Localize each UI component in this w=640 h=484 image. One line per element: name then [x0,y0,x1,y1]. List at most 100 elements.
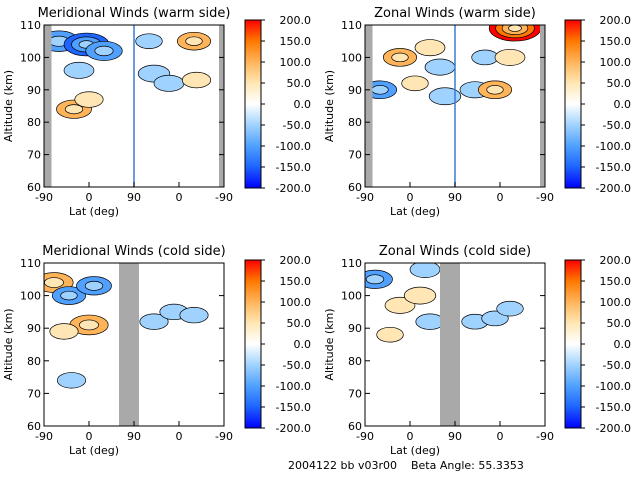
x-tick-label: -90 [536,191,554,204]
panel-1: Meridional Winds (warm side) 60 70 80 90 100 1… [2,6,233,218]
contour-blob-11-level-1 [508,25,522,32]
colorbar-tick-label: 50.0 [607,77,632,90]
x-tick-label: 90 [127,191,141,204]
y-tick-label: 110 [20,257,41,270]
contour-blob-8-level-1 [153,74,185,92]
colorbar-tick-label: 150.0 [280,35,312,48]
y-tick-label: 90 [27,322,41,335]
y-tick-label: 80 [27,355,41,368]
colorbar-tick-label: -200.0 [596,422,631,435]
footer-beta-value: 55.3353 [478,459,524,472]
x-tick-label: 0 [407,430,414,443]
plot-content [44,263,209,426]
footer-beta-label: Beta Angle: [410,459,475,472]
y-axis-label: Altitude (km) [323,70,336,142]
x-axis-label: Lat (deg) [390,444,440,457]
contour-blob-1-level-1 [44,277,64,288]
colorbar-tick-label: -50.0 [603,119,631,132]
colorbar-tick-label: 200.0 [600,254,632,267]
colorbar-2: 200.0 150.0 100.0 50.0 0.0 -50.0 -100.0 -150.0 -… [564,14,632,195]
contour-blob-6-level-1 [74,91,104,108]
x-tick-label: 90 [448,191,462,204]
x-tick-label: -90 [215,430,233,443]
contour-blob-3-level-1 [403,286,437,305]
gray-band-1 [119,263,139,426]
colorbar-tick-label: -200.0 [596,182,631,195]
y-tick-label: 60 [348,181,362,194]
colorbar-tick-label: 50.0 [287,317,312,330]
colorbar-tick-label: 50.0 [607,317,632,330]
y-tick-label: 110 [341,19,362,32]
colorbar-tick-label: -150.0 [276,161,311,174]
contour-blob-4-level-1 [428,87,462,106]
colorbar-tick-label: 200.0 [280,254,312,267]
chart-title: Zonal Winds (cold side) [379,244,531,259]
y-tick-label: 80 [27,116,41,129]
colorbar-tick-label: -100.0 [596,380,631,393]
contour-blob-10-level-1 [185,36,203,46]
colorbar-tick-label: 50.0 [287,77,312,90]
x-tick-label: -90 [356,430,374,443]
colorbar-tick-label: -150.0 [596,161,631,174]
chart-title: Meridional Winds (cold side) [42,244,225,259]
x-tick-label: 0 [176,191,183,204]
colorbar-tick-label: -50.0 [283,119,311,132]
x-axis-label: Lat (deg) [390,205,440,218]
panel-3: Meridional Winds (cold side) 60 70 80 90 100 1… [2,244,233,457]
plot-content [365,263,524,426]
colorbar-tick-label: 150.0 [600,275,632,288]
colorbar-tick-label: -200.0 [276,182,311,195]
contour-blob-4-level-1 [63,61,95,79]
x-tick-label: 0 [86,191,93,204]
colorbar-tick-label: 0.0 [294,338,312,351]
colorbar-3: 200.0 150.0 100.0 50.0 0.0 -50.0 -100.0 -150.0 -… [244,254,312,435]
colorbar-tick-label: -200.0 [276,422,311,435]
x-tick-label: -90 [356,191,374,204]
contour-blob-2-level-1 [414,39,446,57]
colorbar-tick-label: 0.0 [294,98,312,111]
x-tick-label: 0 [497,191,504,204]
contour-blob-5-level-1 [64,104,84,115]
y-tick-label: 70 [27,387,41,400]
y-tick-label: 70 [27,149,41,162]
colorbar-gradient [244,259,262,429]
colorbar-tick-label: 100.0 [600,56,632,69]
y-tick-label: 70 [348,387,362,400]
contour-blob-6-level-1 [415,313,445,330]
x-tick-label: 0 [497,430,504,443]
colorbar-tick-label: 0.0 [614,98,632,111]
x-tick-label: -90 [536,430,554,443]
x-tick-label: -90 [215,191,233,204]
contour-blob-1-level-1 [391,52,409,63]
contour-blob-2-level-1 [60,290,78,301]
y-tick-label: 90 [27,84,41,97]
contour-blob-1-level-1 [365,274,385,285]
gray-band-1 [365,25,373,187]
contour-blob-7-level-1 [139,313,169,330]
plot-content [365,25,545,187]
gray-band-1 [44,25,52,187]
plot-content [44,25,224,187]
contour-blob-3-level-1 [84,280,104,291]
footer-id: 2004122 bb v03r00 [288,459,397,472]
colorbar-tick-label: 200.0 [600,14,632,27]
y-tick-label: 110 [20,19,41,32]
x-tick-label: 90 [448,430,462,443]
y-tick-label: 100 [20,290,41,303]
colorbar-1: 200.0 150.0 100.0 50.0 0.0 -50.0 -100.0 -150.0 -… [244,14,312,195]
panel-4: Zonal Winds (cold side) 60 70 80 90 100 110 -90… [323,244,554,457]
y-tick-label: 110 [341,257,362,270]
colorbar-tick-label: 100.0 [600,296,632,309]
contour-blob-5-level-1 [49,323,79,340]
contour-blob-2-level-1 [384,296,416,314]
x-tick-label: 0 [407,191,414,204]
contour-blob-8-level-1 [486,85,504,95]
contour-blob-3-level-1 [94,45,114,57]
colorbar-tick-label: 150.0 [280,275,312,288]
colorbar-tick-label: 200.0 [280,14,312,27]
x-axis-label: Lat (deg) [69,205,119,218]
contour-blob-11-level-1 [181,71,212,89]
y-axis-label: Altitude (km) [323,308,336,380]
